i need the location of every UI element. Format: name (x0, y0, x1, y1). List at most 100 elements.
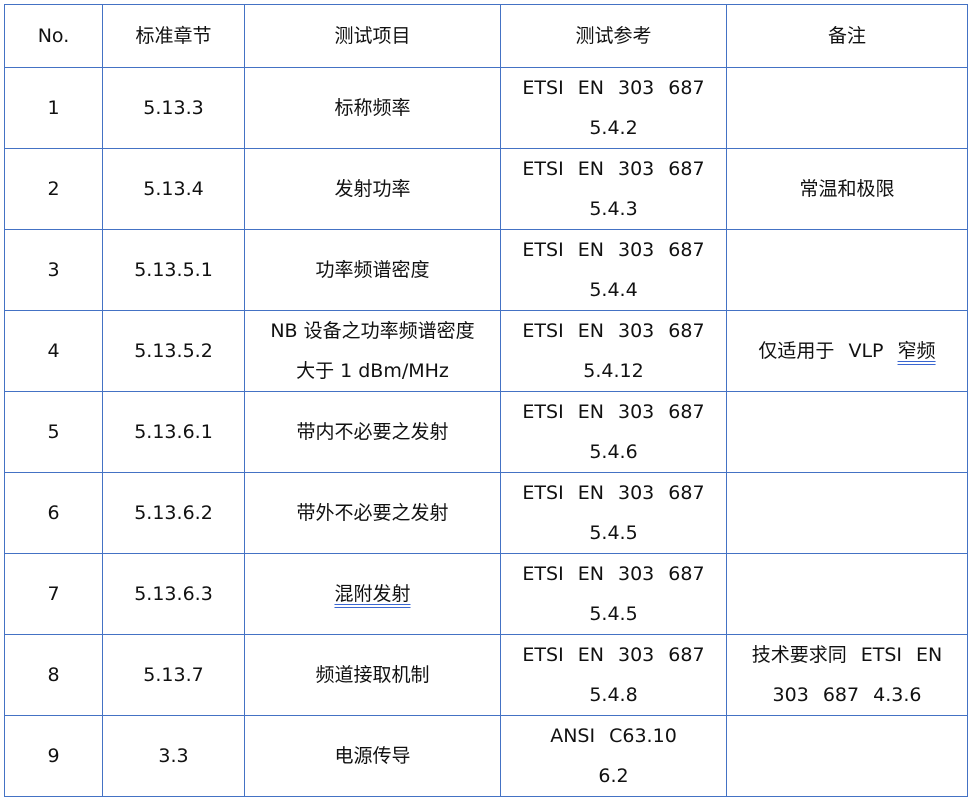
table-row: 2 5.13.4 发射功率 ETSI EN 303 687 5.4.3 常温和极限 (4, 148, 968, 230)
clause-text: 5.13.5.1 (134, 259, 213, 281)
row-number: 5 (47, 421, 60, 443)
note-text: 常温和极限 (799, 178, 895, 200)
row-number: 8 (47, 664, 60, 686)
cell-clause: 5.13.6.3 (102, 553, 245, 635)
cell-note (726, 391, 968, 473)
cell-no: 9 (4, 715, 103, 797)
clause-text: 5.13.3 (143, 97, 204, 119)
row-number: 2 (47, 178, 60, 200)
cell-clause: 5.13.6.1 (102, 391, 245, 473)
cell-clause: 5.13.3 (102, 67, 245, 149)
header-row: No. 标准章节 测试项目 测试参考 备注 (4, 4, 968, 68)
reference-section: 5.4.5 (589, 522, 638, 544)
cell-note (726, 67, 968, 149)
row-number: 3 (47, 259, 60, 281)
table-row: 1 5.13.3 标称频率 ETSI EN 303 687 5.4.2 (4, 67, 968, 149)
table-row: 3 5.13.5.1 功率频谱密度 ETSI EN 303 687 5.4.4 (4, 229, 968, 311)
cell-item: 频道接取机制 (244, 634, 501, 716)
cell-item: NB 设备之功率频谱密度 大于 1 dBm/MHz (244, 310, 501, 392)
reference-section: 5.4.5 (589, 603, 638, 625)
reference-standard: ETSI EN 303 687 (522, 320, 705, 342)
cell-reference: ETSI EN 303 687 5.4.3 (500, 148, 727, 230)
cell-note: 常温和极限 (726, 148, 968, 230)
table-row: 5 5.13.6.1 带内不必要之发射 ETSI EN 303 687 5.4.6 (4, 391, 968, 473)
reference-standard: ETSI EN 303 687 (522, 77, 705, 99)
header-note: 备注 (726, 4, 968, 68)
reference-standard: ETSI EN 303 687 (522, 239, 705, 261)
cell-clause: 5.13.6.2 (102, 472, 245, 554)
cell-note: 技术要求同 ETSI EN 303 687 4.3.6 (726, 634, 968, 716)
item-text: 带内不必要之发射 (296, 421, 449, 443)
row-number: 1 (47, 97, 60, 119)
item-text: 混附发射 (334, 583, 411, 605)
cell-clause: 5.13.5.1 (102, 229, 245, 311)
cell-no: 7 (4, 553, 103, 635)
header-no: No. (4, 4, 103, 68)
cell-reference: ETSI EN 303 687 5.4.12 (500, 310, 727, 392)
note-text-line2: 303 687 4.3.6 (772, 684, 922, 706)
item-text: 电源传导 (334, 745, 411, 767)
cell-reference: ETSI EN 303 687 5.4.6 (500, 391, 727, 473)
clause-text: 5.13.7 (143, 664, 204, 686)
row-number: 4 (47, 340, 60, 362)
reference-section: 5.4.12 (583, 360, 644, 382)
cell-no: 6 (4, 472, 103, 554)
cell-item: 发射功率 (244, 148, 501, 230)
reference-section: 5.4.6 (589, 441, 638, 463)
clause-text: 5.13.4 (143, 178, 204, 200)
item-text: 发射功率 (334, 178, 411, 200)
cell-reference: ETSI EN 303 687 5.4.5 (500, 553, 727, 635)
clause-text: 5.13.5.2 (134, 340, 213, 362)
header-clause: 标准章节 (102, 4, 245, 68)
item-text: 功率频谱密度 (315, 259, 430, 281)
reference-section: 5.4.4 (589, 279, 638, 301)
item-text-line2: 大于 1 dBm/MHz (296, 360, 449, 382)
clause-text: 5.13.6.2 (134, 502, 213, 524)
cell-note (726, 553, 968, 635)
note-text-underlined: 窄频 (897, 340, 936, 362)
cell-clause: 5.13.4 (102, 148, 245, 230)
cell-no: 3 (4, 229, 103, 311)
reference-section: 5.4.2 (589, 117, 638, 139)
header-reference: 测试参考 (500, 4, 727, 68)
item-text: NB 设备之功率频谱密度 (270, 320, 475, 342)
table-row: 4 5.13.5.2 NB 设备之功率频谱密度 大于 1 dBm/MHz ETSI EN… (4, 310, 968, 392)
cell-reference: ANSI C63.10 6.2 (500, 715, 727, 797)
clause-text: 3.3 (158, 745, 189, 767)
cell-note: 仅适用于 VLP 窄频 (726, 310, 968, 392)
row-number: 9 (47, 745, 60, 767)
note-text: 仅适用于 VLP (758, 340, 898, 362)
cell-reference: ETSI EN 303 687 5.4.4 (500, 229, 727, 311)
cell-reference: ETSI EN 303 687 5.4.5 (500, 472, 727, 554)
reference-section: 6.2 (598, 765, 629, 787)
cell-no: 1 (4, 67, 103, 149)
cell-reference: ETSI EN 303 687 5.4.8 (500, 634, 727, 716)
cell-clause: 5.13.7 (102, 634, 245, 716)
cell-item: 混附发射 (244, 553, 501, 635)
cell-note (726, 229, 968, 311)
reference-standard: ETSI EN 303 687 (522, 158, 705, 180)
table-row: 9 3.3 电源传导 ANSI C63.10 6.2 (4, 715, 968, 797)
reference-standard: ETSI EN 303 687 (522, 482, 705, 504)
table-row: 7 5.13.6.3 混附发射 ETSI EN 303 687 5.4.5 (4, 553, 968, 635)
cell-no: 5 (4, 391, 103, 473)
item-text: 标称频率 (334, 97, 411, 119)
note-text: 技术要求同 ETSI EN (751, 644, 943, 666)
cell-no: 4 (4, 310, 103, 392)
cell-item: 带内不必要之发射 (244, 391, 501, 473)
reference-section: 5.4.8 (589, 684, 638, 706)
table-row: 6 5.13.6.2 带外不必要之发射 ETSI EN 303 687 5.4.5 (4, 472, 968, 554)
cell-note (726, 715, 968, 797)
cell-item: 带外不必要之发射 (244, 472, 501, 554)
item-text: 频道接取机制 (315, 664, 430, 686)
cell-item: 电源传导 (244, 715, 501, 797)
cell-note (726, 472, 968, 554)
table-row: 8 5.13.7 频道接取机制 ETSI EN 303 687 5.4.8 技术要求同 E… (4, 634, 968, 716)
clause-text: 5.13.6.3 (134, 583, 213, 605)
cell-no: 2 (4, 148, 103, 230)
cell-no: 8 (4, 634, 103, 716)
reference-standard: ETSI EN 303 687 (522, 401, 705, 423)
cell-reference: ETSI EN 303 687 5.4.2 (500, 67, 727, 149)
cell-item: 功率频谱密度 (244, 229, 501, 311)
header-item: 测试项目 (244, 4, 501, 68)
